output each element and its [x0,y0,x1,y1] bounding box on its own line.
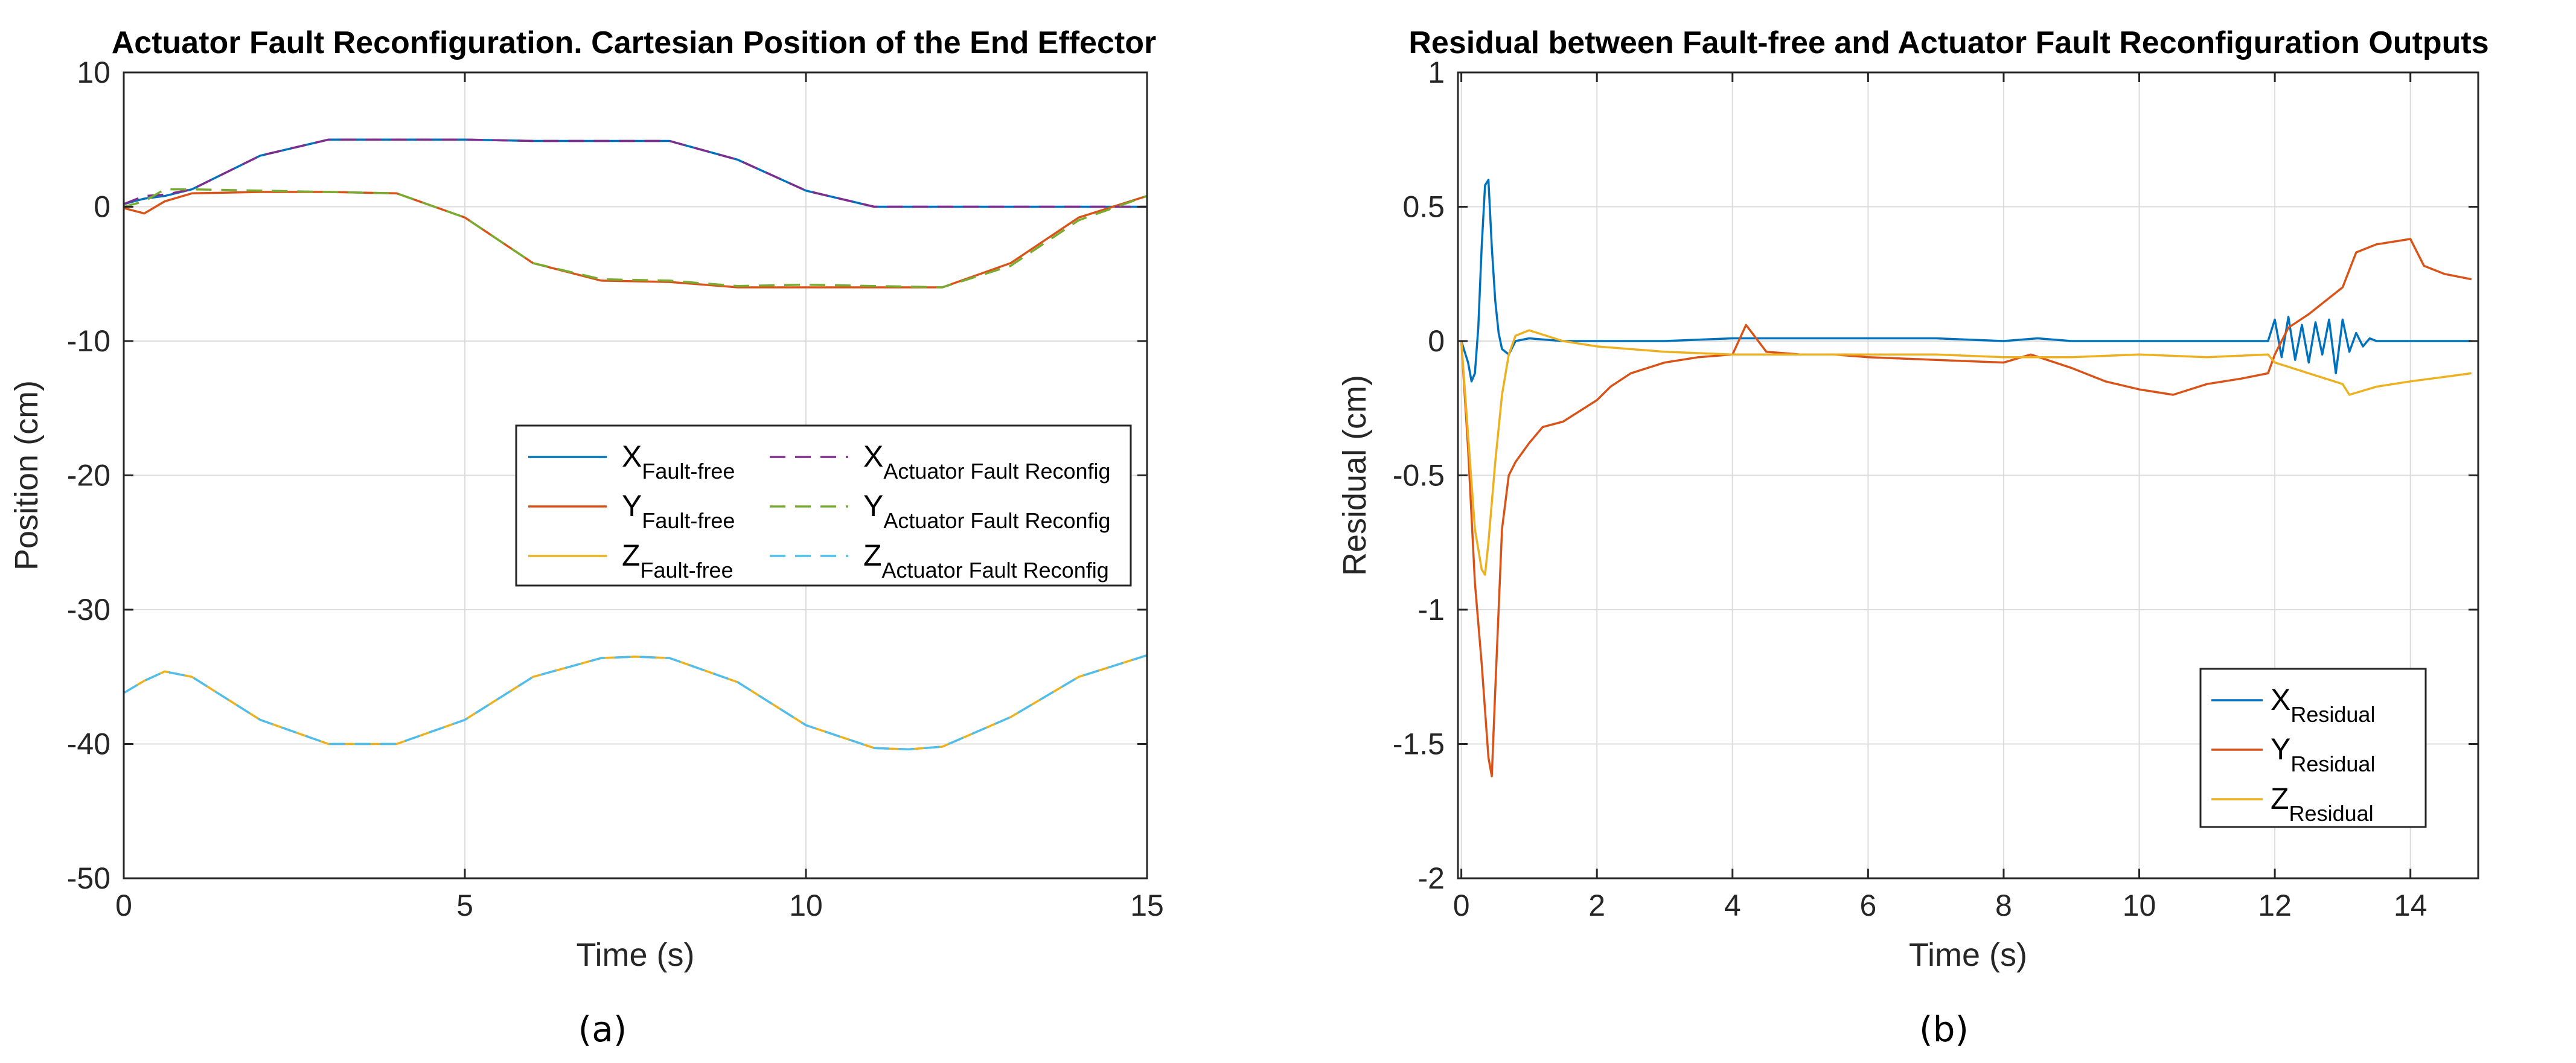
legend-label: ZFault-free [622,538,733,583]
legend-label: YResidual [2271,732,2375,776]
series-line-x-residual [1460,179,2472,383]
y-tick-label: -2 [1418,861,1445,895]
legend-label: XActuator Fault Reconfig [863,439,1111,484]
x-tick-label: 10 [789,889,823,922]
x-axis-label: Time (s) [1909,937,2027,973]
panel-caption: (b) [1919,1009,1969,1050]
x-tick-label: 2 [1588,889,1605,922]
x-tick-label: 14 [2394,889,2427,922]
series-line-z-actuator-fault-reconfig [124,654,1147,751]
series-line-y-actuator-fault-reconfig [124,188,1147,289]
y-tick-label: -10 [67,324,110,358]
legend-label: ZActuator Fault Reconfig [863,538,1109,583]
legend-label: YActuator Fault Reconfig [863,489,1111,533]
x-tick-label: 4 [1724,889,1741,922]
y-tick-label: 0.5 [1402,190,1445,224]
legend-label: XResidual [2271,683,2375,727]
x-tick-label: 10 [2123,889,2156,922]
y-tick-label: -50 [67,861,110,895]
legend: XResidual YResidual ZResidual [2199,668,2427,828]
x-tick-label: 0 [1453,889,1470,922]
panel-caption: (a) [578,1009,627,1050]
x-tick-label: 15 [1130,889,1164,922]
y-tick-label: -40 [67,727,110,761]
legend-label: YFault-free [622,489,735,533]
legend-box [2199,668,2427,828]
y-tick-label: 1 [1428,56,1445,89]
x-tick-label: 6 [1859,889,1876,922]
y-axis-label: Position (cm) [8,380,45,570]
x-tick-label: 0 [115,889,132,922]
x-tick-label: 5 [456,889,473,922]
y-tick-label: -20 [67,459,110,493]
series-group [1460,179,2472,777]
y-tick-label: 0 [1428,324,1445,358]
y-tick-label: 10 [77,56,110,89]
series-line-x-actuator-fault-reconfig [124,138,1147,208]
x-tick-label: 12 [2258,889,2292,922]
legend: XFault-free XActuator Fault Reconfig YFaul… [515,424,1132,587]
y-axis-label: Residual (cm) [1337,375,1373,576]
legend-label: XFault-free [622,439,735,484]
chart-title: Actuator Fault Reconfiguration. Cartesia… [112,25,1157,60]
y-tick-label: -0.5 [1393,459,1445,493]
x-axis-label: Time (s) [577,937,695,973]
y-tick-label: -30 [67,593,110,627]
y-tick-label: -1 [1418,593,1445,627]
series-group [124,138,1147,751]
chart-title: Residual between Fault-free and Actuator… [1408,25,2488,60]
x-tick-label: 8 [1995,889,2012,922]
y-tick-label: 0 [94,190,110,224]
y-tick-label: -1.5 [1393,727,1445,761]
series-line-z-residual [1460,329,2472,576]
legend-label: ZResidual [2271,782,2374,826]
